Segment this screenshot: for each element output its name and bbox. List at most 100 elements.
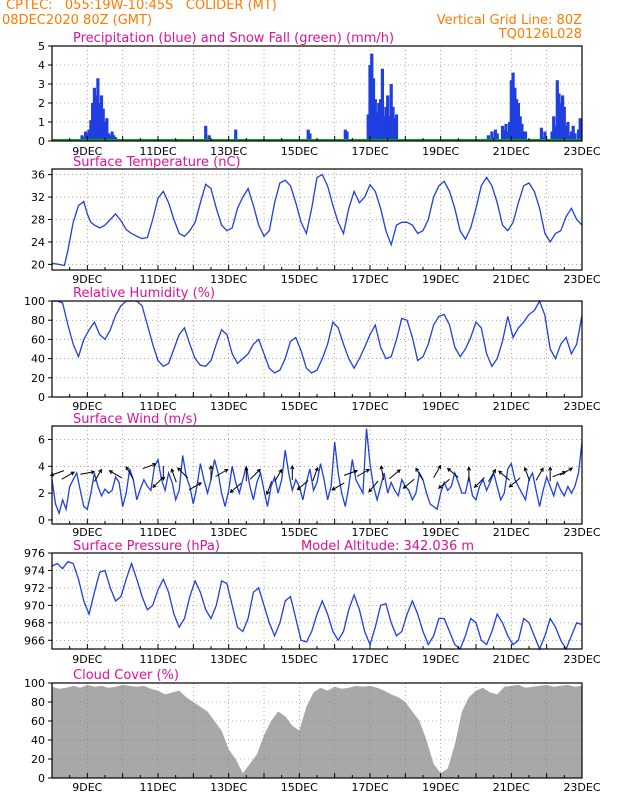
precip-bar (566, 122, 570, 141)
precip-bar (106, 133, 111, 141)
precip-bar (508, 122, 512, 141)
wind-ytick-label: 4 (38, 460, 45, 473)
wind-arrow-head (353, 469, 359, 474)
pressure-xtick-label: 9DEC (72, 653, 102, 666)
wind-arrow (466, 466, 472, 482)
wind-arrow-shaft (125, 466, 134, 480)
rh-ytick-label: 0 (38, 391, 45, 404)
cloud-xtick-label: 11DEC (139, 781, 176, 794)
precip-bar (379, 99, 383, 141)
wind-arrow (508, 477, 521, 488)
cloud-ytick-label: 100 (24, 677, 45, 690)
precip-bar (552, 116, 556, 141)
precip-bar (513, 87, 517, 141)
wind-arrow-shaft (171, 468, 177, 483)
rh-ytick-label: 40 (31, 353, 45, 366)
wind-arrow-head (152, 462, 157, 467)
precip-bar (96, 78, 100, 141)
wind-arrow-head (70, 471, 75, 476)
wind-arrow-shaft (433, 465, 442, 478)
precip-bar (561, 95, 565, 141)
precip-bar (368, 65, 372, 141)
pressure-frame (51, 552, 583, 650)
rh-xtick-label: 13DEC (210, 400, 247, 413)
precip-bar (306, 129, 310, 141)
wind-arrow (389, 469, 401, 480)
precip-xtick-label: 19DEC (422, 145, 459, 158)
wind-arrow-head (466, 466, 472, 471)
precip-bar (345, 131, 349, 141)
wind-arrow-shaft (524, 467, 531, 482)
pressure-xtick-label: 17DEC (351, 653, 388, 666)
wind-arrow (552, 470, 567, 478)
precip-bar (493, 129, 497, 141)
rh-series-line (52, 299, 583, 374)
precip-bar (308, 133, 312, 141)
precip-bar (389, 84, 393, 141)
precip-bar (80, 135, 84, 141)
precip-bar (98, 103, 102, 141)
temp-xtick-label: 21DEC (493, 273, 530, 286)
precip-bar (509, 80, 513, 141)
precip-bar (555, 80, 559, 141)
wind-arrow-head (98, 468, 102, 474)
precip-bar (207, 135, 211, 141)
rh-ytick-label: 80 (31, 314, 45, 327)
wind-arrow-head (523, 466, 528, 472)
wind-arrow-shaft (438, 478, 450, 489)
temp-title: Surface Temperature (nC) (73, 155, 241, 170)
wind-arrow (265, 481, 273, 496)
precip-bar (550, 131, 554, 141)
pressure-series-line (51, 560, 583, 651)
cloud-xtick-label: 13DEC (210, 781, 247, 794)
precip-bar (516, 103, 520, 141)
wind-arrow-head (224, 468, 229, 473)
precip-bar (343, 129, 347, 141)
wind-arrow-head (290, 464, 295, 470)
wind-arrow-shaft (312, 467, 319, 482)
pressure-xtick-label: 23DEC (563, 653, 600, 666)
wind-arrow-head (498, 470, 503, 475)
wind-arrow-head (161, 476, 166, 482)
wind-title: Surface Wind (m/s) (73, 412, 197, 427)
wind-arrow-shaft (142, 463, 156, 470)
precip-bar (553, 125, 558, 141)
precip-bar (511, 72, 515, 141)
cloud-xtick-label: 19DEC (422, 781, 459, 794)
wind-arrow-head (368, 488, 373, 493)
wind-arrow (523, 466, 531, 482)
wind-arrow-head (197, 482, 203, 487)
precip-bar (490, 131, 494, 141)
wind-arrow (177, 467, 189, 479)
wind-arrow-shaft (356, 469, 370, 477)
precip-bar (84, 131, 88, 141)
wind-series-line (51, 428, 583, 516)
wind-arrow-head (265, 490, 270, 496)
wind-arrow (437, 478, 450, 489)
rh-xtick-label: 19DEC (422, 400, 459, 413)
precip-bar (393, 118, 397, 141)
precip-bar (386, 95, 390, 141)
precip-bar (204, 125, 208, 141)
cloud-xtick-label: 17DEC (351, 781, 388, 794)
cloud-panel: 0 20 40 60 80 100 9DEC 11DEC 13DEC 15DEC 17DEC 19DE… (24, 668, 601, 794)
wind-arrow-head (492, 468, 496, 474)
wind-arrow (290, 464, 295, 480)
cloud-xtick-label: 15DEC (281, 781, 318, 794)
wind-arrow (559, 467, 574, 476)
wind-arrow-shaft (487, 469, 496, 482)
wind-arrow-shaft (403, 478, 415, 489)
precip-xtick-label: 17DEC (351, 145, 388, 158)
wind-arrow-head (437, 464, 442, 470)
temp-xtick-label: 23DEC (563, 273, 600, 286)
precip-xtick-label: 13DEC (210, 145, 247, 158)
wind-xtick-label: 17DEC (351, 526, 388, 539)
header-line2: 08DEC2020 80Z (GMT) (2, 13, 153, 28)
precip-bar (108, 135, 112, 141)
precip-bar (543, 131, 547, 141)
temp-xtick-label: 13DEC (210, 273, 247, 286)
wind-arrow (125, 466, 134, 480)
wind-arrow (331, 482, 345, 491)
wind-arrow-shaft (266, 481, 273, 495)
wind-arrow (274, 468, 283, 482)
